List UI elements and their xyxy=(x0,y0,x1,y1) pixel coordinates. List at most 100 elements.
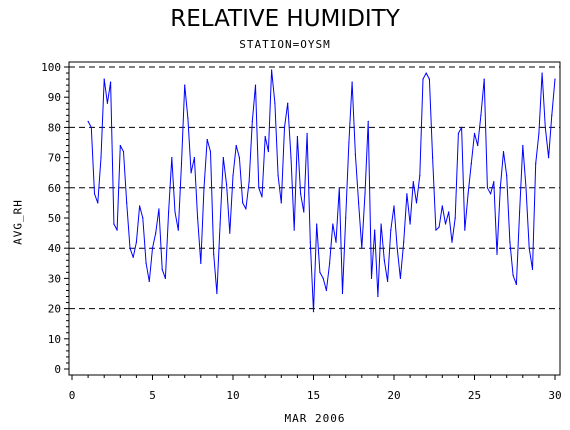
data-point xyxy=(129,247,131,249)
data-point xyxy=(515,283,517,286)
data-point xyxy=(473,132,476,135)
data-point xyxy=(531,268,534,270)
data-point xyxy=(325,289,327,292)
data-point xyxy=(499,187,501,189)
data-point xyxy=(164,277,166,279)
data-point xyxy=(399,277,402,279)
data-point xyxy=(444,223,447,225)
data-point xyxy=(145,262,147,264)
data-point xyxy=(512,274,514,276)
data-point xyxy=(332,223,334,225)
data-point xyxy=(229,232,231,234)
data-point xyxy=(206,138,208,141)
data-point xyxy=(196,217,199,219)
data-point xyxy=(425,72,427,74)
y-tick-label: 70 xyxy=(48,152,61,165)
data-point xyxy=(161,268,163,270)
data-point xyxy=(351,81,353,83)
data-point xyxy=(419,175,421,177)
data-point xyxy=(432,157,434,159)
x-tick-label: 20 xyxy=(387,389,400,402)
data-point xyxy=(396,247,398,249)
data-point xyxy=(535,163,537,165)
data-point xyxy=(132,256,134,258)
y-tick-label: 40 xyxy=(48,242,61,255)
data-point xyxy=(380,223,382,225)
data-point xyxy=(238,157,241,159)
data-point xyxy=(312,311,315,313)
data-point xyxy=(254,84,257,86)
data-point xyxy=(177,229,179,231)
series-line-0 xyxy=(87,69,556,313)
data-point xyxy=(490,193,492,195)
data-point xyxy=(296,135,298,138)
data-point xyxy=(477,144,479,147)
data-point xyxy=(119,144,121,147)
data-point xyxy=(116,229,118,231)
data-point xyxy=(322,277,324,279)
data-point xyxy=(412,181,414,183)
data-point xyxy=(261,196,263,198)
data-point xyxy=(203,187,205,189)
data-point xyxy=(267,150,270,153)
data-point xyxy=(271,69,273,71)
data-point xyxy=(235,144,237,147)
data-point xyxy=(374,229,376,231)
data-point xyxy=(193,157,195,159)
data-point xyxy=(528,247,530,249)
data-point xyxy=(364,193,366,195)
data-point xyxy=(467,193,469,195)
data-point xyxy=(306,132,308,135)
data-point xyxy=(142,217,144,219)
data-point xyxy=(213,253,215,255)
y-tick-label: 0 xyxy=(54,363,61,376)
data-point xyxy=(316,223,318,225)
y-tick-label: 50 xyxy=(48,212,61,225)
data-point xyxy=(409,223,411,225)
data-point xyxy=(345,217,347,219)
data-point xyxy=(457,132,459,135)
data-point xyxy=(283,126,286,128)
data-point xyxy=(541,72,543,74)
data-point xyxy=(184,84,186,86)
data-point xyxy=(470,163,472,165)
data-point xyxy=(303,211,305,213)
data-point xyxy=(338,187,340,189)
data-point xyxy=(151,247,154,249)
data-point xyxy=(100,157,102,159)
data-point xyxy=(174,211,176,213)
data-point xyxy=(522,144,524,147)
data-point xyxy=(361,247,363,249)
data-point xyxy=(97,202,99,204)
data-point xyxy=(245,208,247,210)
x-tick-label: 25 xyxy=(468,389,481,402)
data-point xyxy=(403,241,405,243)
data-point xyxy=(506,175,508,177)
reference-lines xyxy=(69,66,560,310)
chart-subtitle: STATION=OYSM xyxy=(239,38,331,51)
y-tick-label: 90 xyxy=(48,91,61,104)
data-point xyxy=(390,229,392,231)
data-point xyxy=(219,223,221,225)
data-point xyxy=(93,193,96,195)
data-point xyxy=(171,157,173,159)
data-point xyxy=(341,292,344,295)
data-point xyxy=(274,102,276,104)
data-point xyxy=(135,241,137,243)
x-tick-label: 10 xyxy=(226,389,239,402)
data-point xyxy=(264,135,266,138)
data-point xyxy=(377,295,379,298)
data-point xyxy=(464,229,466,231)
data-point xyxy=(251,120,253,122)
data-point xyxy=(435,229,437,231)
data-point xyxy=(126,202,128,204)
data-point xyxy=(319,271,321,273)
data-point xyxy=(461,126,463,128)
data-point xyxy=(544,126,546,128)
plot-frame xyxy=(68,61,561,376)
data-point xyxy=(538,132,540,135)
y-tick-label: 20 xyxy=(48,303,61,316)
data-point xyxy=(551,114,553,116)
data-point xyxy=(393,205,395,207)
